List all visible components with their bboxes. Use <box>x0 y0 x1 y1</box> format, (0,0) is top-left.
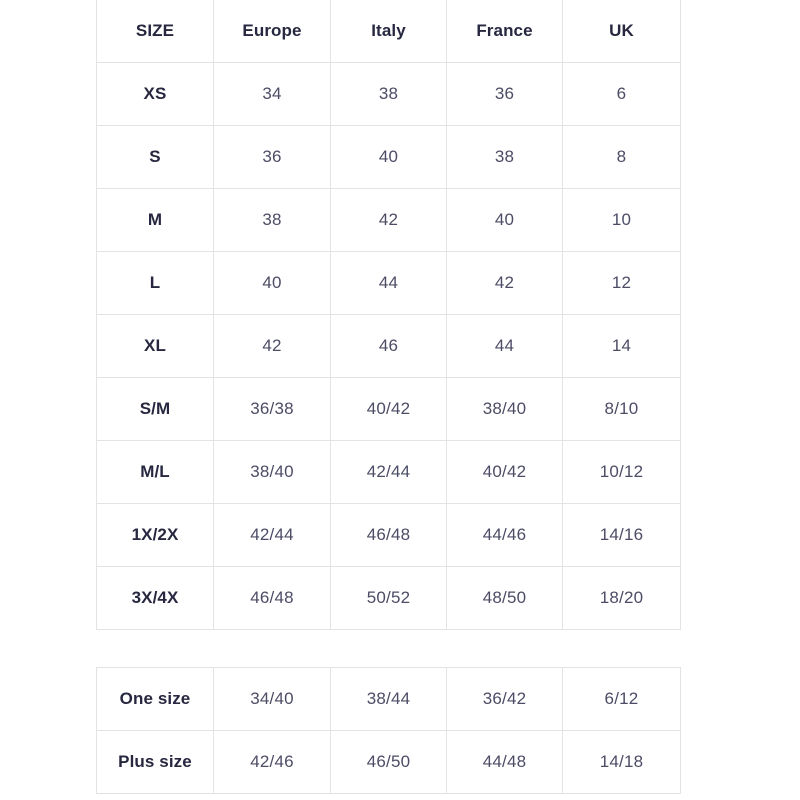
table-row: 1X/2X 42/44 46/48 44/46 14/16 <box>96 503 681 567</box>
table-row: M/L 38/40 42/44 40/42 10/12 <box>96 440 681 504</box>
cell-uk: 14 <box>562 314 681 378</box>
cell-italy: 40 <box>330 125 447 189</box>
row-label-s: S <box>96 125 214 189</box>
cell-italy: 42/44 <box>330 440 447 504</box>
cell-uk: 6/12 <box>562 667 681 731</box>
cell-france: 36 <box>446 62 563 126</box>
cell-uk: 10/12 <box>562 440 681 504</box>
column-header-france: France <box>446 0 563 63</box>
table-row: S/M 36/38 40/42 38/40 8/10 <box>96 377 681 441</box>
row-label-m: M <box>96 188 214 252</box>
table-header: SIZE Europe Italy France UK <box>96 0 681 63</box>
cell-uk: 14/16 <box>562 503 681 567</box>
column-header-size: SIZE <box>96 0 214 63</box>
cell-france: 38/40 <box>446 377 563 441</box>
cell-italy: 50/52 <box>330 566 447 630</box>
cell-uk: 18/20 <box>562 566 681 630</box>
cell-italy: 40/42 <box>330 377 447 441</box>
cell-france: 44/46 <box>446 503 563 567</box>
cell-europe: 34 <box>213 62 331 126</box>
table-row: M 38 42 40 10 <box>96 188 681 252</box>
row-label-1x-2x: 1X/2X <box>96 503 214 567</box>
table-body: One size 34/40 38/44 36/42 6/12 Plus siz… <box>96 667 681 794</box>
cell-italy: 46/48 <box>330 503 447 567</box>
cell-france: 38 <box>446 125 563 189</box>
cell-france: 48/50 <box>446 566 563 630</box>
table-row: S 36 40 38 8 <box>96 125 681 189</box>
cell-europe: 34/40 <box>213 667 331 731</box>
cell-france: 40/42 <box>446 440 563 504</box>
row-label-3x-4x: 3X/4X <box>96 566 214 630</box>
cell-europe: 38/40 <box>213 440 331 504</box>
table-row: 3X/4X 46/48 50/52 48/50 18/20 <box>96 566 681 630</box>
column-header-italy: Italy <box>330 0 447 63</box>
cell-europe: 42 <box>213 314 331 378</box>
row-label-m-l: M/L <box>96 440 214 504</box>
cell-italy: 44 <box>330 251 447 315</box>
row-label-xl: XL <box>96 314 214 378</box>
cell-uk: 8/10 <box>562 377 681 441</box>
cell-uk: 6 <box>562 62 681 126</box>
cell-europe: 40 <box>213 251 331 315</box>
column-header-europe: Europe <box>213 0 331 63</box>
row-label-one-size: One size <box>96 667 214 731</box>
row-label-s-m: S/M <box>96 377 214 441</box>
table-row: XL 42 46 44 14 <box>96 314 681 378</box>
row-label-plus-size: Plus size <box>96 730 214 794</box>
cell-france: 44/48 <box>446 730 563 794</box>
cell-uk: 10 <box>562 188 681 252</box>
cell-italy: 46/50 <box>330 730 447 794</box>
cell-europe: 46/48 <box>213 566 331 630</box>
cell-france: 42 <box>446 251 563 315</box>
table-row: One size 34/40 38/44 36/42 6/12 <box>96 667 681 731</box>
one-size-conversion-table: One size 34/40 38/44 36/42 6/12 Plus siz… <box>96 667 681 794</box>
cell-europe: 38 <box>213 188 331 252</box>
cell-france: 40 <box>446 188 563 252</box>
cell-europe: 36/38 <box>213 377 331 441</box>
cell-france: 36/42 <box>446 667 563 731</box>
cell-europe: 42/46 <box>213 730 331 794</box>
cell-uk: 12 <box>562 251 681 315</box>
table-row: Plus size 42/46 46/50 44/48 14/18 <box>96 730 681 794</box>
cell-europe: 42/44 <box>213 503 331 567</box>
column-header-uk: UK <box>562 0 681 63</box>
size-conversion-table: SIZE Europe Italy France UK XS 34 38 36 … <box>96 0 681 630</box>
table-row: XS 34 38 36 6 <box>96 62 681 126</box>
table-row: L 40 44 42 12 <box>96 251 681 315</box>
cell-italy: 38/44 <box>330 667 447 731</box>
cell-italy: 42 <box>330 188 447 252</box>
table-body: XS 34 38 36 6 S 36 40 38 8 M 38 42 40 10 <box>96 62 681 630</box>
row-label-l: L <box>96 251 214 315</box>
header-row: SIZE Europe Italy France UK <box>96 0 681 63</box>
cell-france: 44 <box>446 314 563 378</box>
cell-europe: 36 <box>213 125 331 189</box>
cell-uk: 8 <box>562 125 681 189</box>
cell-italy: 38 <box>330 62 447 126</box>
row-label-xs: XS <box>96 62 214 126</box>
cell-italy: 46 <box>330 314 447 378</box>
cell-uk: 14/18 <box>562 730 681 794</box>
